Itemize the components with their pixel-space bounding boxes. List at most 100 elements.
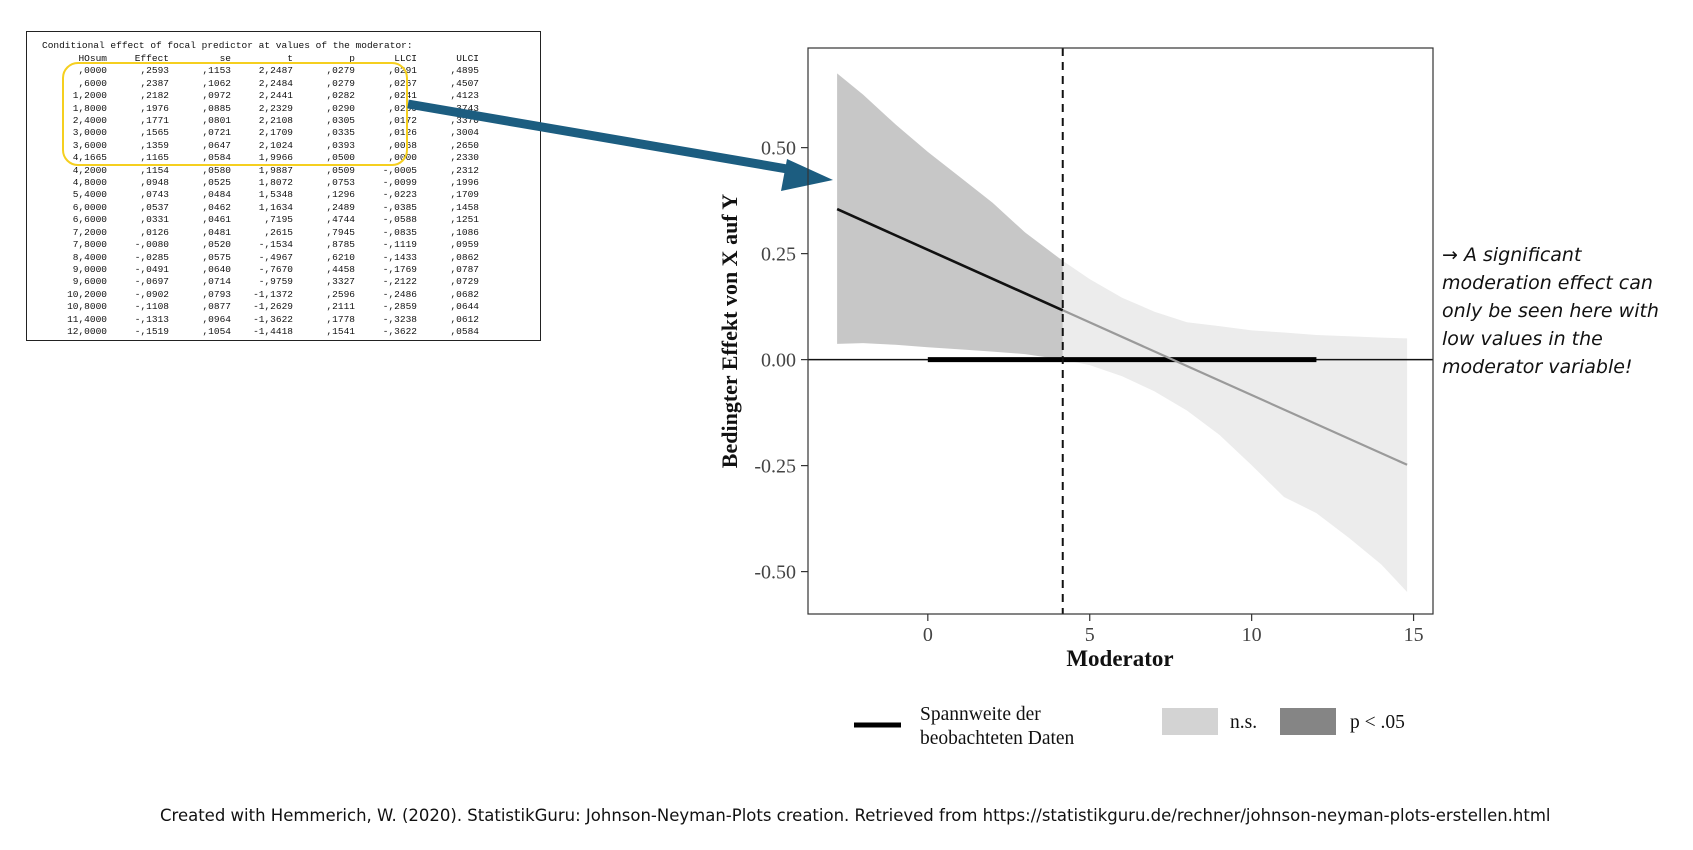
- table-cell: -,0099: [382, 177, 417, 189]
- table-cell: ,0068: [388, 139, 417, 151]
- table-cell: ,0461: [202, 214, 231, 226]
- table-row: 11,4000 -,1313 ,0964 -1,3622 ,1778 -,3238 ,061…: [47, 314, 479, 326]
- table-cell: -,1313: [134, 313, 169, 325]
- significant-rows-highlight: [62, 62, 408, 166]
- table-cell: ,0714: [202, 276, 231, 288]
- table-header-cell: HOsum: [78, 53, 107, 64]
- y-tick-label: 0.00: [761, 350, 796, 372]
- table-cell: ,2596: [326, 288, 355, 300]
- table-cell: ,1541: [326, 325, 355, 337]
- table-row: 10,8000 -,1108 ,0877 -1,2629 ,2111 -,2859 ,064…: [47, 301, 479, 313]
- ci-band-nonsignificant: [1062, 260, 1408, 592]
- table-cell: ,1086: [450, 226, 479, 238]
- table-cell: 2,2441: [258, 90, 293, 102]
- annotation-text: A significant moderation effect can only…: [1442, 244, 1659, 378]
- table-row: 10,2000 -,0902 ,0793 -1,1372 ,2596 -,2486 ,068…: [47, 289, 479, 301]
- table-cell: 2,4000: [72, 115, 107, 127]
- table-cell: ,4507: [450, 77, 479, 89]
- arrow-right-icon: →: [1442, 244, 1458, 266]
- table-cell: ,2387: [140, 77, 169, 89]
- table-cell: ,4895: [450, 65, 479, 77]
- table-cell: 10,8000: [67, 301, 107, 313]
- table-cell: ,0279: [326, 77, 355, 89]
- annotation-note: → A significant moderation effect can on…: [1442, 241, 1682, 381]
- table-cell: ,0335: [326, 127, 355, 139]
- table-cell: ,0877: [202, 301, 231, 313]
- table-cell: -,1108: [134, 301, 169, 313]
- table-cell: ,1996: [450, 177, 479, 189]
- legend-range-label-line2: beobachteten Daten: [920, 728, 1075, 749]
- y-tick-label: -0.50: [754, 562, 796, 584]
- table-cell: 2,1709: [258, 127, 293, 139]
- table-cell: 1,2000: [72, 90, 107, 102]
- table-cell: ,1054: [202, 325, 231, 337]
- table-cell: ,0126: [388, 127, 417, 139]
- table-row: 1,2000 ,2182 ,0972 2,2441 ,0282 ,0241 ,4123: [47, 90, 479, 102]
- effect-line-significant: [836, 207, 1064, 312]
- conditional-effects-table: HOsum Effect se t p LLCI ULCI ,0000 ,2593 ,1153 2…: [47, 53, 479, 338]
- table-cell: ,2650: [450, 139, 479, 151]
- table-header-cell: Effect: [134, 53, 169, 64]
- table-header-cell: LLCI: [394, 53, 417, 64]
- table-cell: 2,2108: [258, 115, 293, 127]
- table-cell: ,0462: [202, 201, 231, 213]
- table-title: Conditional effect of focal predictor at…: [42, 40, 413, 51]
- table-cell: -,0697: [134, 276, 169, 288]
- table-cell: 6,6000: [72, 214, 107, 226]
- table-cell: ,1251: [450, 214, 479, 226]
- table-cell: ,2593: [140, 65, 169, 77]
- table-cell: -,0005: [382, 164, 417, 176]
- x-tick-label: 5: [1085, 624, 1095, 646]
- table-cell: ,0000: [78, 65, 107, 77]
- plot-frame: [807, 47, 1434, 615]
- table-row: 6,0000 ,0537 ,0462 1,1634 ,2489 -,0385 ,1458: [47, 202, 479, 214]
- table-cell: ,0241: [388, 90, 417, 102]
- table-cell: ,2312: [450, 164, 479, 176]
- table-cell: 1,9966: [258, 152, 293, 164]
- table-row: 5,4000 ,0743 ,0484 1,5348 ,1296 -,0223 ,1709: [47, 189, 479, 201]
- table-cell: ,0959: [450, 239, 479, 251]
- x-axis-label: Moderator: [1066, 646, 1173, 671]
- table-row: 12,0000 -,1519 ,1054 -1,4418 ,1541 -,3622 ,058…: [47, 326, 479, 338]
- table-cell: -,0285: [134, 251, 169, 263]
- table-cell: -,1433: [382, 251, 417, 263]
- table-cell: -,1119: [382, 239, 417, 251]
- table-cell: -,3622: [382, 325, 417, 337]
- table-header-cell: ULCI: [456, 53, 479, 64]
- table-cell: ,0484: [202, 189, 231, 201]
- table-cell: 3,6000: [72, 139, 107, 151]
- table-header-cell: t: [287, 53, 293, 64]
- table-cell: 2,2329: [258, 102, 293, 114]
- table-cell: ,0644: [450, 301, 479, 313]
- table-cell: ,7945: [326, 226, 355, 238]
- table-cell: ,0267: [388, 77, 417, 89]
- table-cell: ,0537: [140, 201, 169, 213]
- table-cell: -,2122: [382, 276, 417, 288]
- table-cell: ,1565: [140, 127, 169, 139]
- table-cell: ,4123: [450, 90, 479, 102]
- table-cell: ,0682: [450, 288, 479, 300]
- table-cell: ,0393: [326, 139, 355, 151]
- table-cell: -,0080: [134, 239, 169, 251]
- table-cell: -,3238: [382, 313, 417, 325]
- table-cell: 12,0000: [67, 325, 107, 337]
- table-cell: 1,1634: [258, 201, 293, 213]
- table-cell: ,0500: [326, 152, 355, 164]
- legend-sig-label: p < .05: [1350, 712, 1405, 733]
- table-cell: ,0743: [140, 189, 169, 201]
- table-cell: ,0525: [202, 177, 231, 189]
- table-header-row: HOsum Effect se t p LLCI ULCI: [47, 53, 479, 65]
- table-cell: ,0885: [202, 102, 231, 114]
- table-cell: -,0223: [382, 189, 417, 201]
- y-axis-label: Bedingter Effekt von X auf Y: [717, 194, 742, 469]
- table-cell: -,0588: [382, 214, 417, 226]
- table-cell: 10,2000: [67, 288, 107, 300]
- table-cell: ,1709: [450, 189, 479, 201]
- table-cell: ,3370: [450, 115, 479, 127]
- table-cell: ,1771: [140, 115, 169, 127]
- table-cell: ,2615: [264, 226, 293, 238]
- table-cell: ,0753: [326, 177, 355, 189]
- table-cell: ,0948: [140, 177, 169, 189]
- table-cell: ,0481: [202, 226, 231, 238]
- table-cell: ,0290: [326, 102, 355, 114]
